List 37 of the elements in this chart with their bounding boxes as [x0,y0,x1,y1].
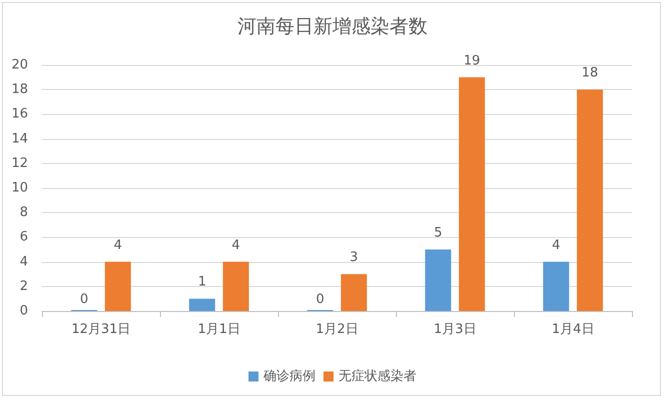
y-tick-label: 2 [20,278,28,294]
bar [104,262,131,311]
y-tick-label: 12 [11,156,28,171]
bar [576,90,603,311]
y-tick-label: 20 [11,58,28,72]
bar [189,298,216,311]
data-label: 4 [114,238,122,253]
data-label: 5 [434,226,442,240]
bar [543,262,570,311]
y-tick-label: 16 [11,106,28,122]
y-tick-label: 18 [11,82,28,98]
y-tick-label: 8 [20,205,28,220]
legend-label: 无症状感染者 [338,369,416,384]
data-label: 0 [316,292,324,307]
bar [222,262,249,311]
chart-title: 河南每日新增感染者数 [238,16,428,38]
data-label: 19 [464,53,480,68]
data-label: 1 [198,274,206,290]
y-tick-label: 6 [20,230,28,245]
y-tick-label: 14 [11,131,28,146]
bar [340,274,367,311]
data-label: 4 [552,238,560,253]
y-tick-label: 10 [11,180,28,196]
y-tick-label: 4 [20,254,28,270]
data-label: 18 [582,66,598,81]
y-tick-label: 0 [20,304,28,318]
bar [458,77,485,311]
x-tick-label: 1月1日 [198,322,240,337]
data-label: 3 [350,250,358,266]
data-label: 0 [80,292,88,307]
bar [425,250,452,311]
data-label: 4 [232,238,240,253]
legend-label: 确诊病例 [262,369,316,384]
x-tick-label: 12月31日 [71,322,131,337]
x-tick-label: 1月3日 [434,322,476,337]
x-tick-label: 1月4日 [552,322,594,337]
x-tick-label: 1月2日 [316,322,358,337]
